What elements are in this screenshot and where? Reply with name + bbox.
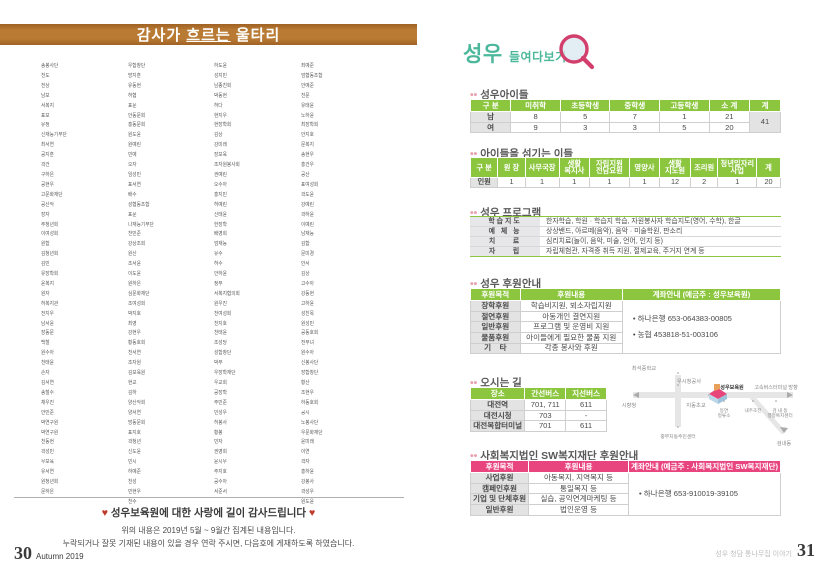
svg-text:고속버스터미널 방향: 고속버스터미널 방향 [754, 384, 798, 391]
svg-text:내주초전: 내주초전 [745, 407, 762, 414]
svg-text:최석중학교: 최석중학교 [632, 365, 656, 372]
svg-text:검내동: 검내동 [777, 439, 792, 447]
svg-text:우시청공사: 우시청공사 [677, 377, 701, 385]
svg-text:시향청: 시향청 [622, 401, 637, 409]
svg-text:중부지동주민센터: 중부지동주민센터 [660, 433, 695, 440]
svg-text:지동초교: 지동초교 [686, 401, 706, 409]
svg-text:성우보육원: 성우보육원 [720, 384, 744, 391]
